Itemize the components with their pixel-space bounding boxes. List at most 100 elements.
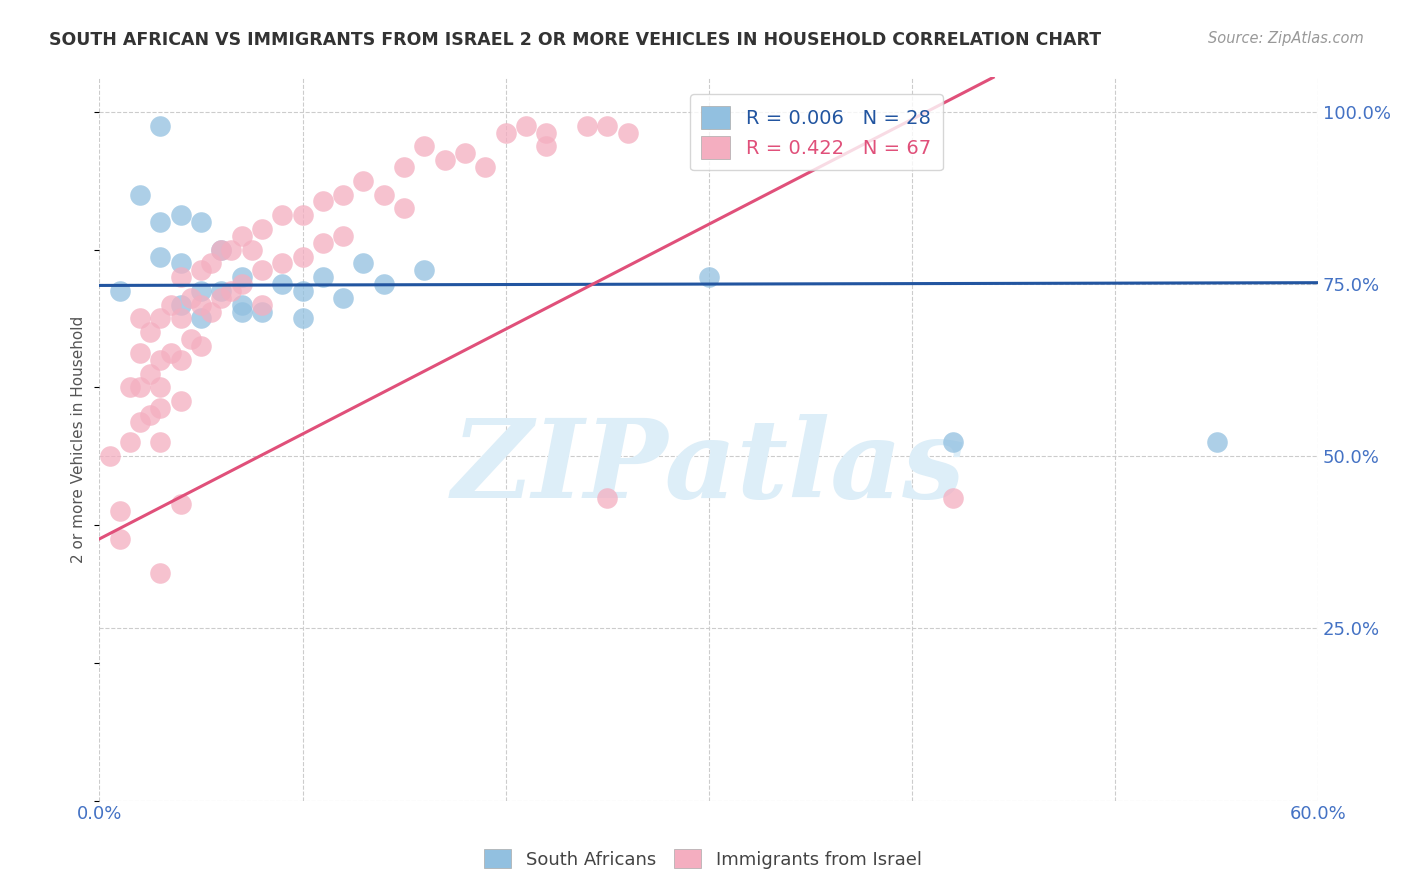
Point (250, 304, 273, 318)
Point (149, 250, 172, 264)
Y-axis label: 2 or more Vehicles in Household: 2 or more Vehicles in Household (72, 316, 86, 563)
Point (170, 311, 193, 326)
Point (149, 352, 172, 367)
Point (221, 243, 243, 257)
Point (413, 263, 436, 277)
Point (353, 174, 375, 188)
Point (515, 119, 537, 133)
Point (209, 284, 232, 298)
Point (616, 126, 638, 140)
Point (149, 119, 172, 133)
Point (190, 339, 212, 353)
Point (392, 160, 415, 174)
Point (941, 491, 963, 505)
Point (180, 332, 202, 346)
Point (231, 270, 253, 285)
Point (190, 298, 212, 312)
Point (596, 491, 619, 505)
Point (159, 346, 181, 360)
Point (108, 532, 131, 546)
Point (190, 215, 212, 229)
Point (536, 139, 558, 153)
Point (170, 352, 193, 367)
Point (271, 208, 294, 222)
Point (454, 146, 477, 161)
Point (392, 202, 415, 216)
Point (332, 228, 354, 243)
Point (149, 380, 172, 394)
Point (250, 298, 273, 312)
Point (312, 194, 335, 209)
Point (170, 256, 193, 270)
Point (139, 367, 162, 381)
Point (941, 435, 963, 450)
Point (180, 291, 202, 305)
Point (159, 298, 181, 312)
Point (129, 346, 152, 360)
Point (190, 263, 212, 277)
Point (209, 291, 232, 305)
Point (118, 380, 141, 394)
Point (413, 139, 436, 153)
Point (118, 435, 141, 450)
Point (139, 408, 162, 422)
Point (200, 304, 222, 318)
Point (170, 270, 193, 285)
Point (209, 243, 232, 257)
Point (209, 243, 232, 257)
Point (596, 119, 619, 133)
Point (312, 270, 335, 285)
Point (231, 277, 253, 291)
Point (271, 256, 294, 270)
Legend: R = 0.006   N = 28, R = 0.422   N = 67: R = 0.006 N = 28, R = 0.422 N = 67 (689, 95, 943, 170)
Point (373, 277, 395, 291)
Point (495, 126, 517, 140)
Text: Source: ZipAtlas.com: Source: ZipAtlas.com (1208, 31, 1364, 46)
Legend: South Africans, Immigrants from Israel: South Africans, Immigrants from Israel (477, 841, 929, 876)
Point (170, 498, 193, 512)
Point (312, 235, 335, 250)
Point (271, 277, 294, 291)
Point (108, 284, 131, 298)
Point (149, 311, 172, 326)
Point (129, 311, 152, 326)
Point (291, 250, 314, 264)
Point (373, 187, 395, 202)
Point (291, 208, 314, 222)
Point (221, 284, 243, 298)
Point (332, 291, 354, 305)
Text: SOUTH AFRICAN VS IMMIGRANTS FROM ISRAEL 2 OR MORE VEHICLES IN HOUSEHOLD CORRELAT: SOUTH AFRICAN VS IMMIGRANTS FROM ISRAEL … (49, 31, 1101, 49)
Point (129, 187, 152, 202)
Point (170, 298, 193, 312)
Point (149, 435, 172, 450)
Point (231, 304, 253, 318)
Point (139, 326, 162, 340)
Point (170, 394, 193, 409)
Point (170, 208, 193, 222)
Point (149, 215, 172, 229)
Point (250, 263, 273, 277)
Point (250, 222, 273, 236)
Point (98, 449, 121, 463)
Point (291, 284, 314, 298)
Point (240, 243, 263, 257)
Point (474, 160, 496, 174)
Text: ZIPatlas: ZIPatlas (451, 414, 966, 522)
Point (108, 504, 131, 518)
Point (149, 401, 172, 415)
Point (353, 256, 375, 270)
Point (129, 380, 152, 394)
Point (190, 311, 212, 326)
Point (291, 311, 314, 326)
Point (149, 566, 172, 581)
Point (231, 298, 253, 312)
Point (1205, 435, 1227, 450)
Point (575, 119, 598, 133)
Point (536, 126, 558, 140)
Point (190, 284, 212, 298)
Point (332, 187, 354, 202)
Point (231, 228, 253, 243)
Point (433, 153, 456, 167)
Point (200, 256, 222, 270)
Point (129, 415, 152, 429)
